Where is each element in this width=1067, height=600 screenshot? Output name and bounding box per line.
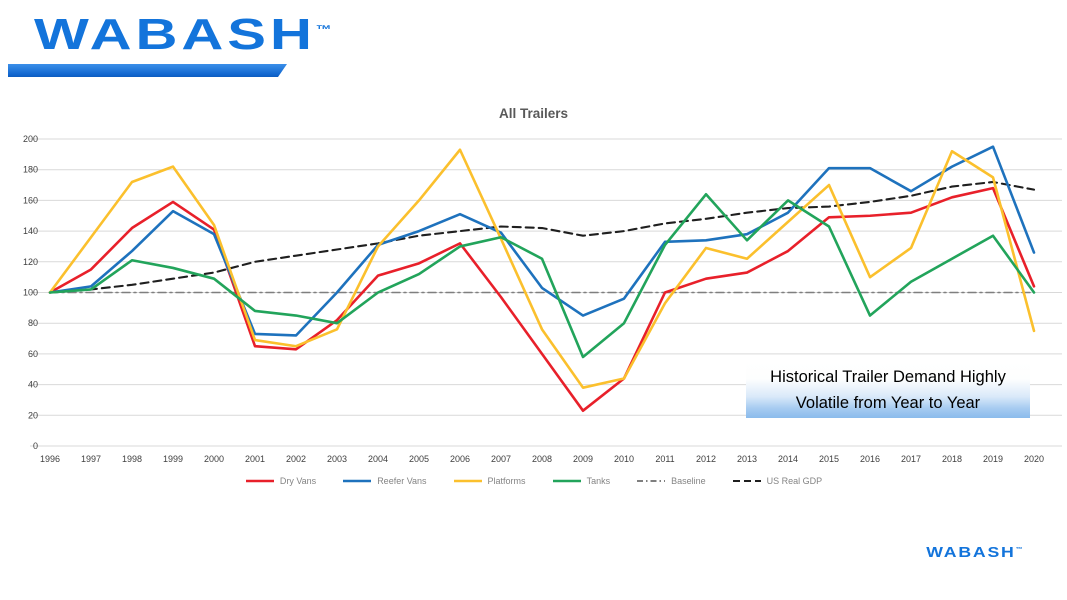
x-axis-tick-label: 2003 bbox=[327, 454, 347, 464]
x-axis-tick-label: 2007 bbox=[491, 454, 511, 464]
series-line-platforms bbox=[48, 148, 1036, 389]
x-axis-tick-label: 1996 bbox=[40, 454, 60, 464]
wabash-logo-text: WABASH™ bbox=[34, 10, 332, 60]
y-axis-tick-label: 0 bbox=[33, 441, 38, 451]
series-line-dry-vans bbox=[48, 186, 1036, 412]
legend-item-platforms: Platforms bbox=[453, 476, 526, 486]
y-axis-tick-label: 120 bbox=[23, 257, 38, 267]
y-axis-tick-label: 140 bbox=[23, 226, 38, 236]
x-axis-tick-label: 2011 bbox=[655, 454, 674, 464]
legend-swatch-reefer-vans bbox=[343, 479, 372, 483]
wabash-footer-wordmark: WABASH bbox=[926, 544, 1016, 561]
y-axis-tick-label: 80 bbox=[28, 318, 38, 328]
x-axis-tick-label: 2013 bbox=[737, 454, 757, 464]
x-axis-tick-label: 2001 bbox=[245, 454, 265, 464]
wabash-logo-swoosh bbox=[8, 64, 287, 77]
legend-label-reefer-vans: Reefer Vans bbox=[377, 476, 427, 486]
legend-swatch-tanks bbox=[552, 479, 581, 483]
callout-box: Historical Trailer Demand Highly Volatil… bbox=[746, 362, 1030, 418]
x-axis-tick-label: 2004 bbox=[368, 454, 388, 464]
x-axis-tick-label: 2010 bbox=[614, 454, 634, 464]
wabash-footer-logo: WABASH™ bbox=[927, 544, 1023, 561]
legend-item-reefer-vans: Reefer Vans bbox=[342, 476, 427, 486]
legend-label-dry-vans: Dry Vans bbox=[279, 476, 317, 486]
y-axis-tick-label: 160 bbox=[23, 195, 38, 205]
legend-swatch-dry-vans bbox=[245, 479, 274, 483]
wabash-logo: WABASH™ bbox=[34, 10, 332, 60]
chart-title: All Trailers bbox=[498, 106, 569, 121]
x-axis-tick-label: 2008 bbox=[532, 454, 552, 464]
x-axis-tick-label: 2002 bbox=[286, 454, 306, 464]
legend-swatch-us-real-gdp bbox=[732, 480, 761, 482]
wabash-wordmark: WABASH bbox=[34, 10, 316, 59]
y-axis-tick-label: 60 bbox=[28, 349, 38, 359]
x-axis-tick-label: 2015 bbox=[819, 454, 839, 464]
x-axis-tick-label: 2019 bbox=[983, 454, 1003, 464]
x-axis-tick-label: 2020 bbox=[1024, 454, 1044, 464]
legend-item-tanks: Tanks bbox=[552, 476, 611, 486]
y-axis-tick-label: 180 bbox=[23, 165, 38, 175]
x-axis-tick-label: 2012 bbox=[696, 454, 716, 464]
y-axis-tick-label: 200 bbox=[23, 134, 38, 144]
x-axis-tick-label: 2017 bbox=[901, 454, 921, 464]
legend-label-tanks: Tanks bbox=[586, 476, 611, 486]
series-line-reefer-vans bbox=[48, 145, 1036, 337]
callout-line2: Volatile from Year to Year bbox=[795, 394, 981, 412]
y-axis-tick-label: 20 bbox=[28, 410, 38, 420]
x-axis-tick-label: 2014 bbox=[778, 454, 798, 464]
series-line-tanks bbox=[48, 192, 1036, 359]
x-axis-tick-label: 1998 bbox=[122, 454, 142, 464]
x-axis-tick-label: 2009 bbox=[573, 454, 593, 464]
legend-swatch-platforms bbox=[453, 479, 482, 483]
legend-item-us-real-gdp: US Real GDP bbox=[732, 476, 823, 486]
y-axis-tick-label: 100 bbox=[23, 288, 38, 298]
legend-swatch-baseline bbox=[637, 480, 666, 482]
x-axis-tick-label: 2006 bbox=[450, 454, 470, 464]
x-axis-tick-label: 2016 bbox=[860, 454, 880, 464]
legend-item-baseline: Baseline bbox=[636, 476, 706, 486]
chart-legend: Dry Vans Reefer Vans Platforms Tanks Baselin… bbox=[0, 476, 1067, 486]
legend-label-platforms: Platforms bbox=[487, 476, 526, 486]
legend-item-dry-vans: Dry Vans bbox=[245, 476, 316, 486]
series-line-us-real-gdp bbox=[48, 180, 1036, 294]
y-axis-tick-label: 40 bbox=[28, 380, 38, 390]
x-axis-tick-label: 2000 bbox=[204, 454, 224, 464]
footer-trademark-symbol: ™ bbox=[1015, 547, 1023, 553]
x-axis-tick-label: 2018 bbox=[942, 454, 962, 464]
trademark-symbol: ™ bbox=[315, 22, 332, 37]
x-axis-tick-label: 1999 bbox=[163, 454, 183, 464]
x-axis-tick-label: 1997 bbox=[81, 454, 101, 464]
callout-line1: Historical Trailer Demand Highly bbox=[770, 368, 1006, 386]
legend-label-us-real-gdp: US Real GDP bbox=[766, 476, 823, 486]
x-axis-tick-label: 2005 bbox=[409, 454, 429, 464]
legend-label-baseline: Baseline bbox=[671, 476, 706, 486]
